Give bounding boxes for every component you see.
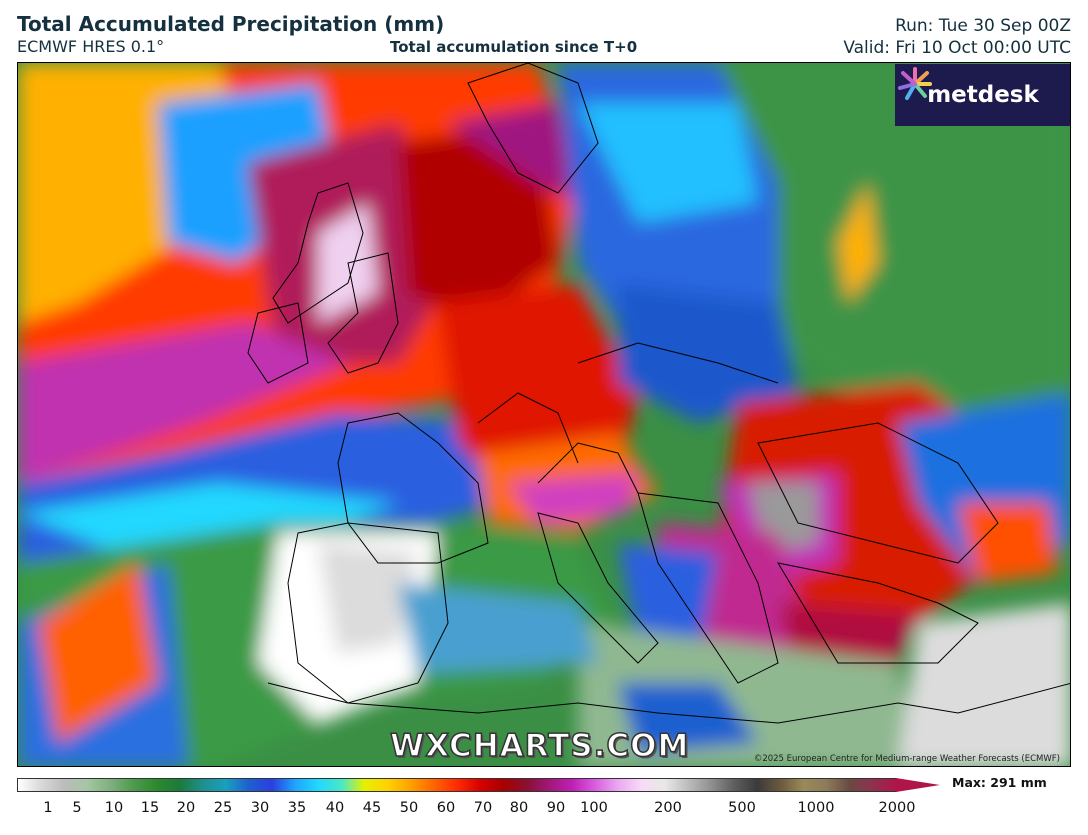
legend-tick-label: 20	[176, 800, 196, 816]
legend-tick-label: 35	[287, 800, 307, 816]
legend-tick-label: 80	[509, 800, 529, 816]
legend-tick-label: 90	[546, 800, 566, 816]
legend-tick-label: 10	[104, 800, 124, 816]
coastlines	[247, 63, 1070, 724]
legend-ticks: 1 5 10 15 20 25 30 35 40 45 50 60 70 80 90 100 200 500 100…	[0, 800, 1088, 820]
legend-tick-label: 50	[399, 800, 419, 816]
legend-tick-label: 200	[654, 800, 682, 816]
legend-tick-label: 5	[72, 800, 82, 816]
chart-title: Total Accumulated Precipitation (mm)	[17, 12, 445, 36]
metdesk-logo-text: metdesk	[927, 82, 1039, 108]
legend-tick-label: 100	[580, 800, 608, 816]
subtitle: Total accumulation since T+0	[390, 38, 638, 56]
wxcharts-watermark: WXCHARTS.COM	[389, 727, 690, 765]
legend-tick-label: 30	[250, 800, 270, 816]
model-label: ECMWF HRES 0.1°	[17, 37, 165, 56]
legend-colorbar	[17, 778, 897, 792]
legend-tick-label: 25	[213, 800, 233, 816]
legend-tick-label: 1000	[797, 800, 835, 816]
map-field	[18, 63, 1070, 766]
legend-tick-label: 2000	[878, 800, 916, 816]
metdesk-logo: metdesk	[895, 64, 1070, 126]
valid-time: Valid: Fri 10 Oct 00:00 UTC	[843, 38, 1071, 58]
max-precip-label: Max: 291 mm	[952, 775, 1047, 790]
run-time: Run: Tue 30 Sep 00Z	[895, 16, 1071, 36]
legend-tick-label: 70	[473, 800, 493, 816]
ecmwf-copyright: ©2025 European Centre for Medium-range W…	[753, 754, 1060, 764]
legend-tick-label: 45	[362, 800, 382, 816]
legend-colorbar-arrow	[896, 778, 940, 792]
precipitation-map: metdesk WXCHARTS.COM ©2025 European Cent…	[17, 62, 1071, 767]
legend-tick-label: 15	[140, 800, 160, 816]
legend-tick-label: 40	[325, 800, 345, 816]
legend-tick-label: 60	[436, 800, 456, 816]
metdesk-logo-icon	[898, 67, 932, 100]
legend-tick-label: 1	[43, 800, 53, 816]
legend-tick-label: 500	[728, 800, 756, 816]
